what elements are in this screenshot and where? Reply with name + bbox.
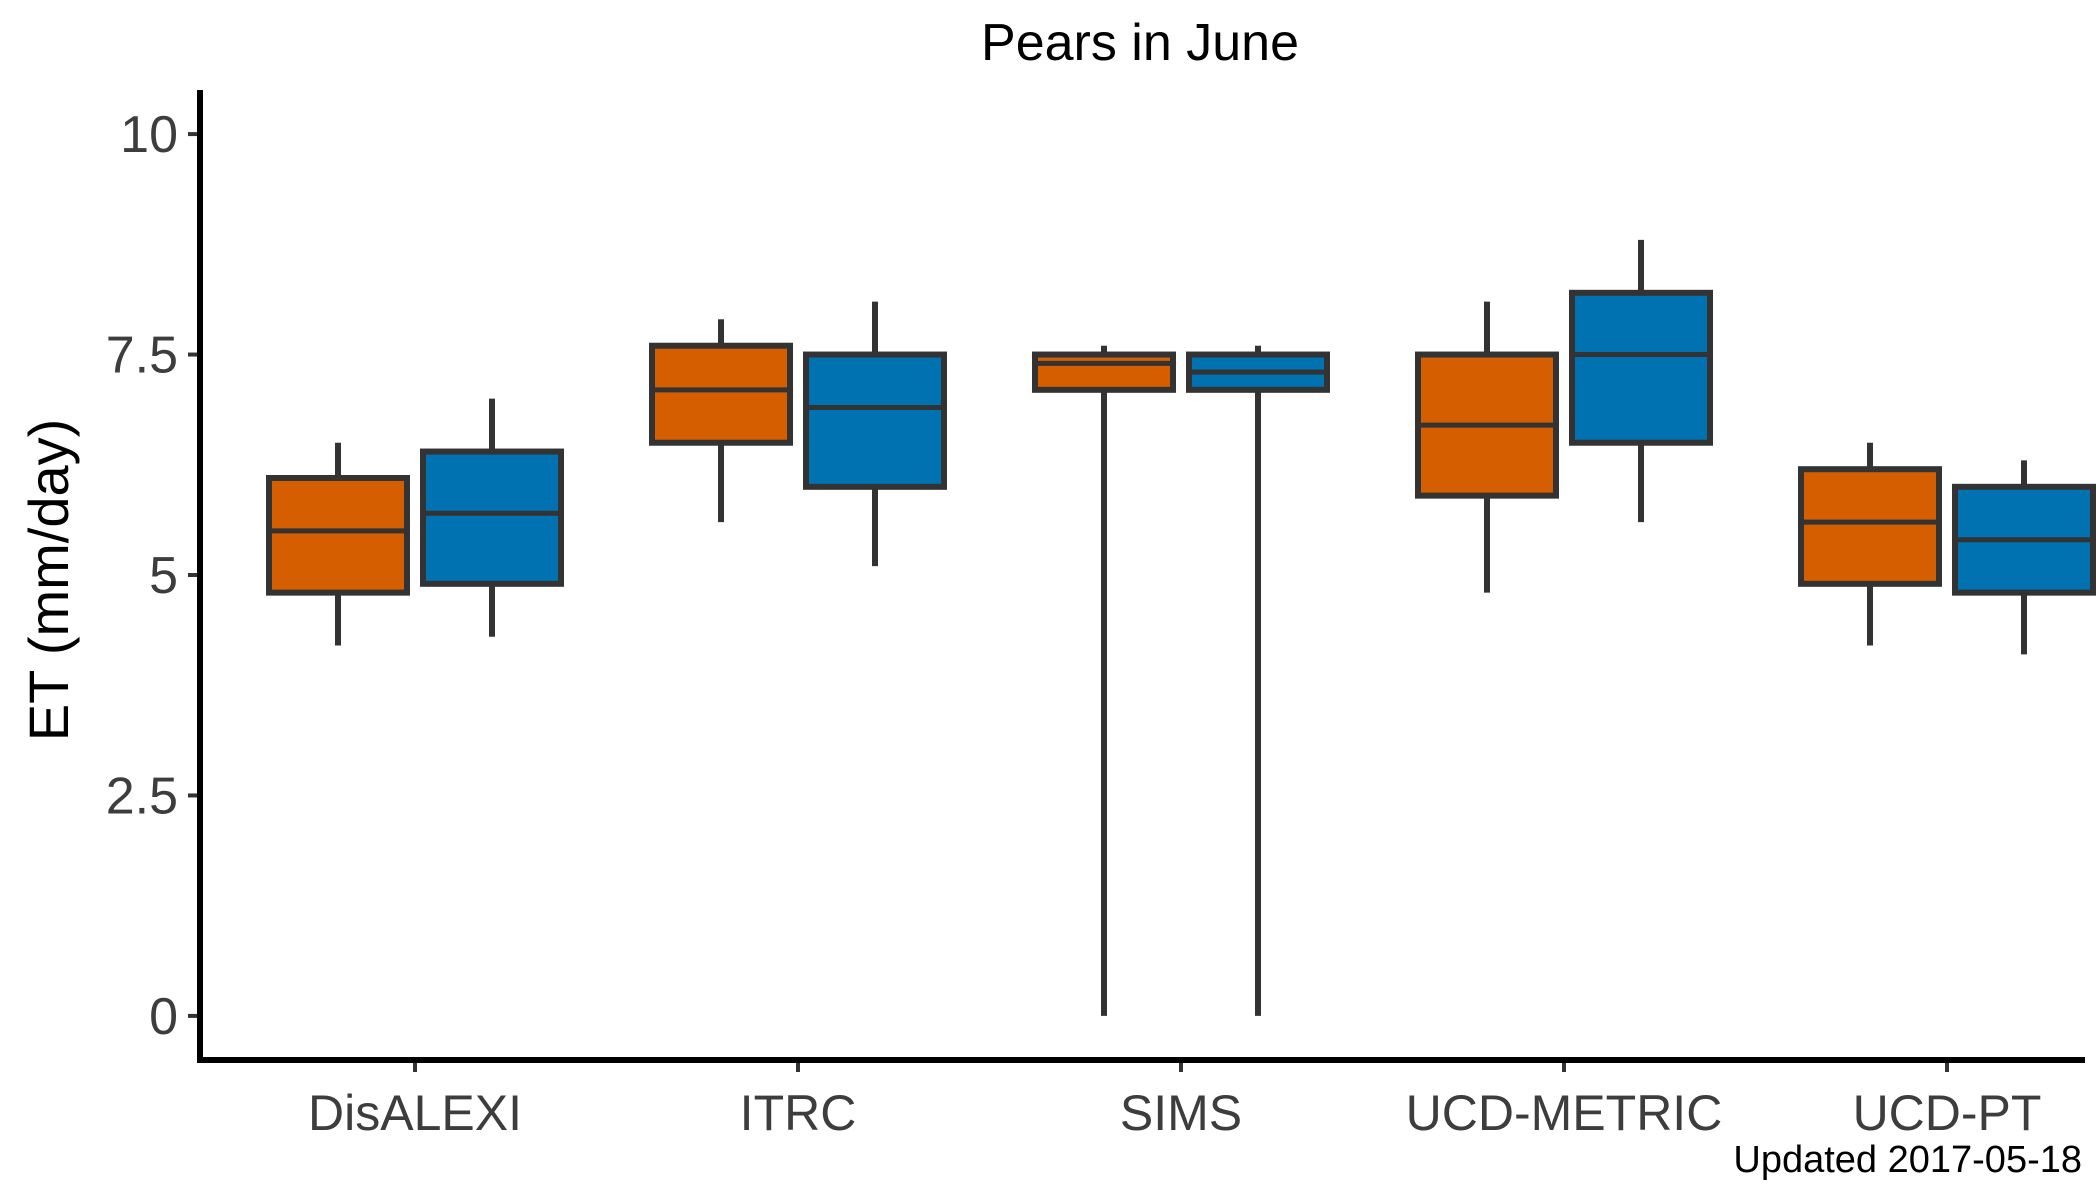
- box-body: [1569, 289, 1713, 446]
- box-group: [1415, 301, 1559, 593]
- box-group: [1032, 345, 1176, 1016]
- box-group: [266, 442, 410, 646]
- x-tick-label: UCD-METRIC: [1406, 1085, 1723, 1141]
- box-group: [1569, 239, 1713, 523]
- box-group: [1952, 460, 2096, 655]
- box-body: [803, 351, 947, 490]
- y-axis-label: ET (mm/day): [17, 419, 80, 742]
- box-group: [803, 301, 947, 567]
- y-tick-label: 7.5: [106, 327, 178, 385]
- x-tick-label: SIMS: [1120, 1085, 1242, 1141]
- x-tick-label: UCD-PT: [1853, 1085, 2042, 1141]
- boxplot-marks: [266, 239, 2096, 1016]
- box-body: [266, 475, 410, 596]
- updated-caption: Updated 2017-05-18: [1733, 1139, 2082, 1181]
- chart-title: Pears in June: [981, 14, 1299, 72]
- y-axis-ticks: 0 2.5 5 7.5 10: [106, 106, 200, 1046]
- y-tick-label: 2.5: [106, 767, 178, 825]
- box-body: [1798, 466, 1942, 587]
- box-group: [649, 319, 793, 523]
- box-group: [1186, 345, 1330, 1016]
- box-body: [420, 448, 564, 587]
- box-group: [420, 398, 564, 637]
- box-group: [1798, 442, 1942, 646]
- y-tick-label: 10: [120, 106, 178, 164]
- x-tick-label: DisALEXI: [308, 1085, 522, 1141]
- box-body: [649, 342, 793, 446]
- y-tick-label: 0: [149, 988, 178, 1046]
- x-tick-label: ITRC: [740, 1085, 857, 1141]
- box-body: [1032, 351, 1176, 393]
- x-axis-ticks: DisALEXI ITRC SIMS UCD-METRIC UCD-PT: [308, 1060, 2041, 1141]
- y-tick-label: 5: [149, 547, 178, 605]
